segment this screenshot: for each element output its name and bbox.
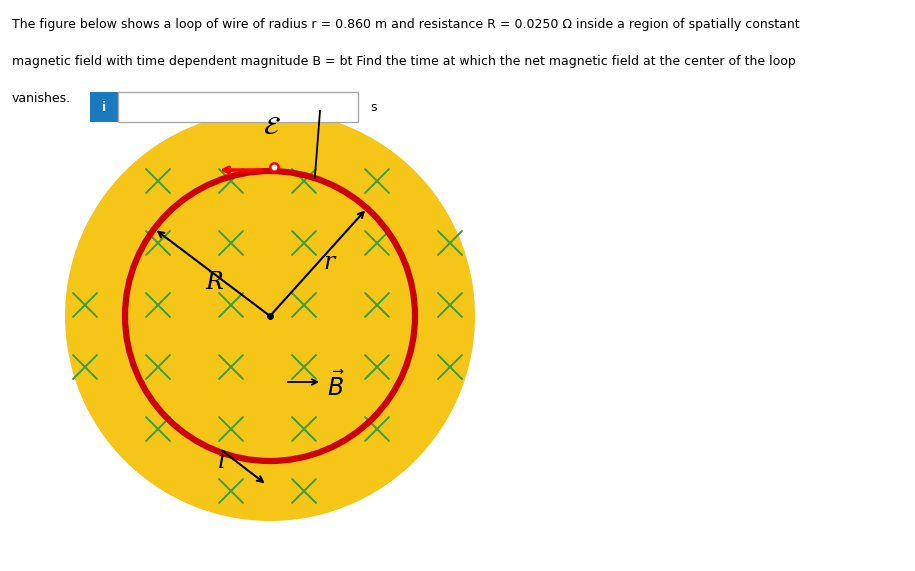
Text: R: R	[205, 271, 223, 294]
Text: i: i	[102, 100, 106, 114]
Text: $\mathcal{E}$: $\mathcal{E}$	[264, 114, 281, 140]
Text: magnetic field with time dependent magnitude B = bt Find the time at which the n: magnetic field with time dependent magni…	[12, 55, 796, 68]
Text: i: i	[218, 449, 225, 472]
Bar	[90, 92, 118, 122]
Bar	[118, 92, 358, 122]
Text: The figure below shows a loop of wire of radius r = 0.860 m and resistance R = 0: The figure below shows a loop of wire of…	[12, 18, 800, 31]
Text: r: r	[323, 251, 334, 274]
Text: vanishes.: vanishes.	[12, 92, 71, 105]
Text: s: s	[370, 100, 376, 114]
Circle shape	[65, 111, 475, 521]
Text: $\vec{B}$: $\vec{B}$	[327, 371, 345, 401]
